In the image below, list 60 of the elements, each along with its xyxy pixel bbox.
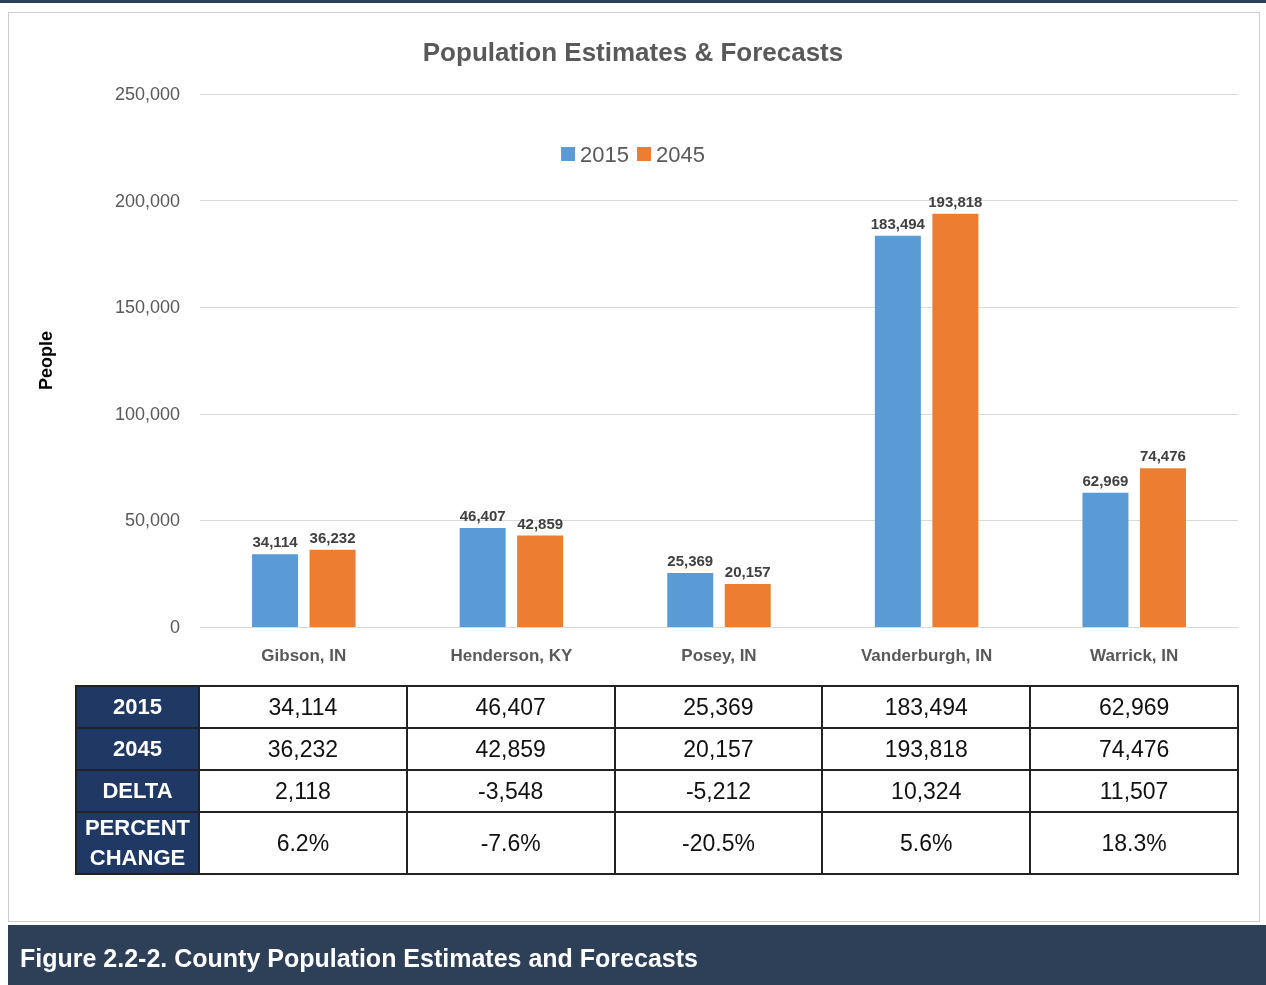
text: 36,232 xyxy=(309,528,356,546)
bar xyxy=(309,549,356,627)
y-axis-title: People xyxy=(36,330,56,391)
data-label: 42,859 xyxy=(406,728,615,770)
data-label: 36,232 xyxy=(199,728,407,770)
bar xyxy=(1139,468,1186,627)
data-label: 74,476 xyxy=(1030,728,1238,770)
x-tick-label: Vanderburgh, IN xyxy=(860,646,993,665)
bar xyxy=(517,535,564,627)
text: 11,507 xyxy=(1030,770,1238,812)
text: 18.3% xyxy=(1030,812,1238,874)
legend-label: 2015 xyxy=(580,141,630,167)
text: 10,324 xyxy=(822,770,1031,812)
text: 5.6% xyxy=(822,812,1031,874)
text: 2015 xyxy=(113,694,162,719)
text: 6.2% xyxy=(199,812,407,874)
x-tick-label: Gibson, IN xyxy=(261,646,347,665)
data-label: 25,369 xyxy=(614,686,823,728)
chart-title: Population Estimates & Forecasts xyxy=(422,37,844,67)
bar xyxy=(459,528,506,627)
bar xyxy=(1082,492,1129,627)
y-tick-label: 0 xyxy=(169,617,180,637)
text: 183,494 xyxy=(870,214,925,232)
text: 62,969 xyxy=(1082,471,1129,489)
bar xyxy=(252,554,299,627)
data-label: 62,969 xyxy=(1030,686,1238,728)
data-label: 193,818 xyxy=(822,728,1031,770)
y-tick-label: 50,000 xyxy=(124,510,180,531)
bar xyxy=(667,572,714,627)
text: 20,157 xyxy=(724,563,771,581)
text: 2045 xyxy=(113,736,162,761)
y-tick-label: 100,000 xyxy=(114,403,180,424)
data-label: 183,494 xyxy=(822,686,1031,728)
text: 2,118 xyxy=(199,770,407,812)
text: 74,476 xyxy=(1140,447,1186,465)
data-label: 46,407 xyxy=(406,686,615,728)
legend-label: 2045 xyxy=(656,141,705,167)
text: 46,407 xyxy=(459,507,506,525)
text: -7.6% xyxy=(406,812,615,874)
data-label: 34,114 xyxy=(199,686,407,728)
text: -20.5% xyxy=(614,812,823,874)
caption: Figure 2.2-2. County Population Estimates and Forecasts xyxy=(8,925,1266,985)
text: DELTA xyxy=(76,770,199,812)
x-tick-label: Henderson, KY xyxy=(450,646,573,665)
bar xyxy=(724,584,771,627)
text: PERCENT CHANGE xyxy=(76,812,199,874)
text: 34,114 xyxy=(252,533,298,551)
y-tick-label: 250,000 xyxy=(114,84,180,104)
y-tick-label: 200,000 xyxy=(114,190,180,211)
text: -5,212 xyxy=(614,770,823,812)
data-label: 20,157 xyxy=(614,728,823,770)
text: 193,818 xyxy=(928,192,983,210)
text: -3,548 xyxy=(406,770,615,812)
bar xyxy=(874,235,921,627)
y-tick-label: 150,000 xyxy=(114,297,180,318)
bar xyxy=(932,213,979,627)
x-tick-label: Posey, IN xyxy=(681,646,757,665)
x-tick-label: Warrick, IN xyxy=(1090,646,1179,665)
text: 25,369 xyxy=(667,551,714,569)
text: 42,859 xyxy=(517,514,564,532)
